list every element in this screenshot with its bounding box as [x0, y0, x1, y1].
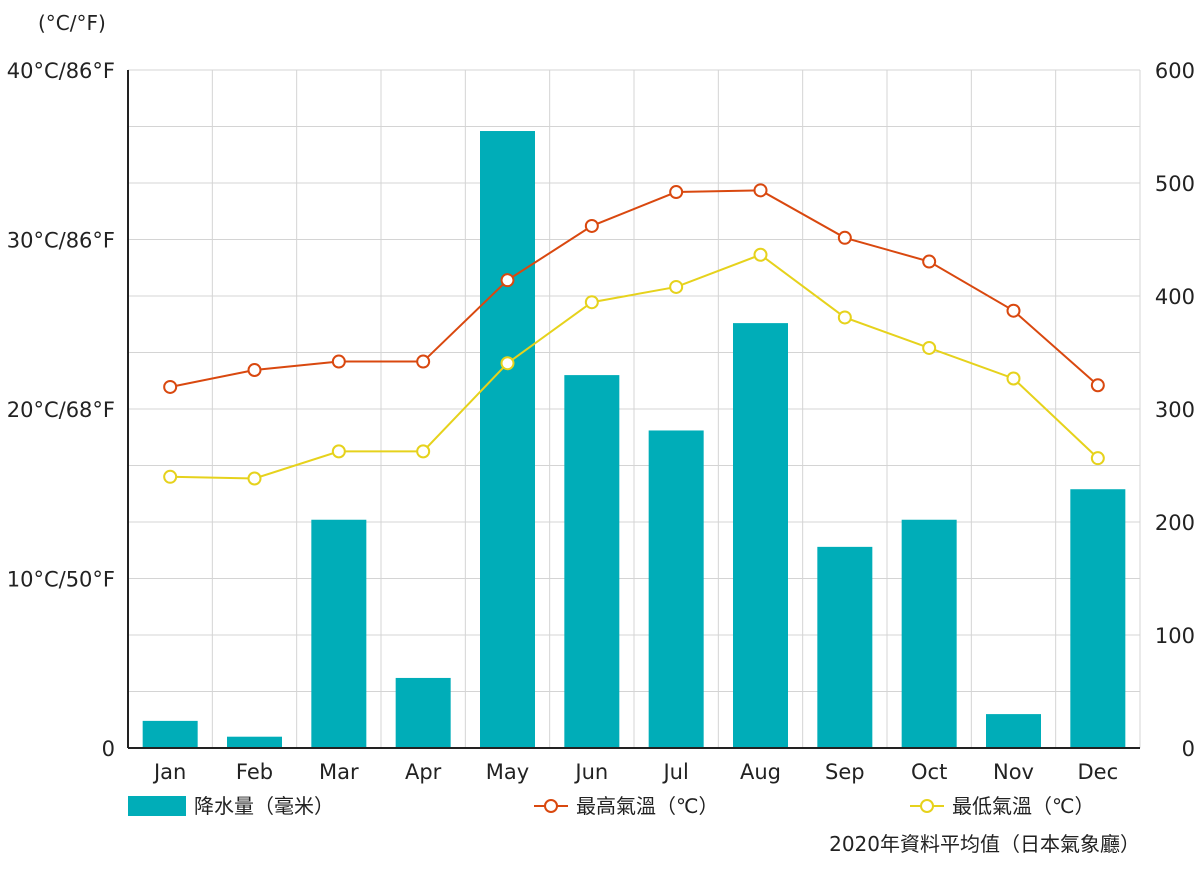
precipitation-bar-jan	[142, 720, 198, 748]
min-temp-point-aug	[753, 247, 768, 262]
min-temp-point-sep	[837, 310, 852, 325]
legend-max-temp-marker	[544, 799, 558, 813]
precipitation-bar-sep	[817, 546, 873, 748]
min-temp-point-jul	[669, 279, 684, 294]
min-temp-point-apr	[416, 444, 431, 459]
precipitation-bar-jul	[648, 430, 704, 748]
precipitation-bar-aug	[733, 323, 788, 748]
legend-min-temp-label: 最低氣溫（℃）	[952, 794, 1094, 818]
precipitation-bar-jun	[564, 375, 620, 748]
precipitation-bars	[142, 131, 1126, 748]
precipitation-bar-apr	[395, 677, 451, 748]
min-temp-point-dec	[1090, 451, 1105, 466]
x-axis-tick-label: Mar	[319, 760, 359, 784]
max-temp-point-nov	[1006, 303, 1021, 318]
legend-precipitation-swatch	[128, 796, 186, 816]
max-temp-point-aug	[753, 183, 768, 198]
max-temp-point-apr	[416, 354, 431, 369]
left-axis-tick-label: 0	[102, 737, 115, 761]
right-axis-tick-label: 100	[1155, 624, 1195, 648]
min-temp-line	[170, 253, 1099, 480]
axes	[127, 70, 1140, 749]
x-axis-tick-label: Feb	[236, 760, 273, 784]
x-axis-tick-label: Oct	[911, 760, 947, 784]
left-axis-tick-label: 40°C/86°F	[7, 59, 115, 83]
min-temp-point-mar	[331, 444, 346, 459]
source-note: 2020年資料平均值（日本氣象廳）	[829, 832, 1140, 856]
left-axis-tick-label: 20°C/68°F	[7, 398, 115, 422]
temperature-lines	[163, 183, 1105, 486]
right-axis-tick-label: 500	[1155, 172, 1195, 196]
x-axis-tick-label: Apr	[405, 760, 442, 784]
precipitation-bar-may	[480, 131, 535, 748]
x-axis-tick-label: Jul	[661, 760, 688, 784]
tick-labels: 0 10°C/50°F 20°C/68°F 30°C/86°F 40°C/86°F 0 10…	[7, 59, 1195, 784]
precipitation-bar-mar	[311, 519, 367, 748]
right-axis-tick-label: 300	[1155, 398, 1195, 422]
x-axis-tick-label: Nov	[993, 760, 1034, 784]
precipitation-bar-feb	[227, 736, 282, 748]
min-temp-point-may	[500, 356, 515, 371]
right-axis-tick-label: 0	[1182, 737, 1195, 761]
legend-min-temp-marker	[920, 799, 934, 813]
x-axis-tick-label: Aug	[740, 760, 781, 784]
max-temp-point-jan	[163, 379, 178, 394]
legend-max-temp-label: 最高氣溫（℃）	[576, 794, 718, 818]
x-axis-tick-label: Jun	[573, 760, 608, 784]
left-axis-unit-label: (°C/°F)	[38, 11, 106, 35]
precipitation-bar-dec	[1070, 489, 1126, 748]
max-temp-point-jul	[669, 185, 684, 200]
min-temp-point-feb	[247, 471, 262, 486]
right-axis-tick-label: 600	[1155, 59, 1195, 83]
x-axis-tick-label: Sep	[825, 760, 865, 784]
gridlines	[128, 69, 1141, 748]
min-temp-point-jan	[163, 469, 178, 484]
max-temp-point-sep	[837, 230, 852, 245]
legend: 降水量（毫米） 最高氣溫（℃） 最低氣溫（℃）	[128, 794, 1094, 818]
x-axis-tick-label: Jan	[152, 760, 186, 784]
max-temp-line	[169, 189, 1099, 388]
max-temp-point-oct	[922, 254, 937, 269]
x-axis-tick-label: Dec	[1078, 760, 1119, 784]
max-temp-point-mar	[331, 354, 346, 369]
max-temp-point-feb	[247, 363, 262, 378]
precipitation-bar-oct	[901, 519, 957, 748]
left-axis-tick-label: 10°C/50°F	[7, 568, 115, 592]
min-temp-point-jun	[584, 295, 599, 310]
precipitation-bar-nov	[986, 714, 1041, 748]
right-axis-tick-label: 200	[1155, 511, 1195, 535]
max-temp-point-may	[500, 273, 515, 288]
min-temp-point-nov	[1006, 371, 1021, 386]
left-axis-tick-label: 30°C/86°F	[7, 229, 115, 253]
max-temp-point-jun	[584, 218, 599, 233]
x-axis-tick-label: May	[486, 760, 529, 784]
right-axis-tick-label: 400	[1155, 285, 1195, 309]
min-temp-point-oct	[922, 340, 937, 355]
max-temp-point-dec	[1090, 378, 1105, 393]
legend-precipitation-label: 降水量（毫米）	[194, 794, 334, 818]
